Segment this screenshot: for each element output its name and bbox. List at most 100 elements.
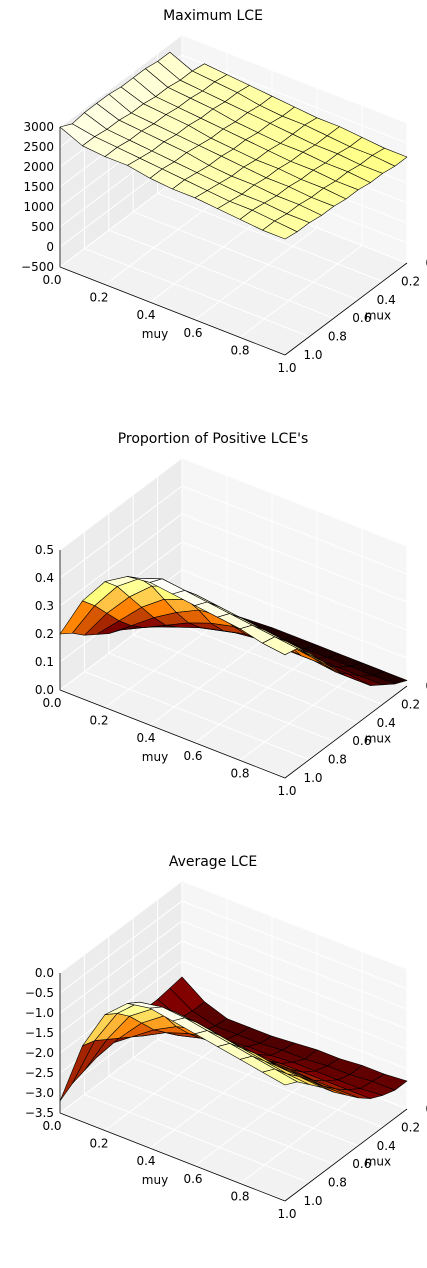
mux-tick-label: 1.0 [303,771,322,785]
grid-line [239,668,363,761]
grid-line [133,1057,359,1147]
mux-tick-label: 0.0 [425,679,427,693]
mux-tick-label: 0.2 [401,1120,420,1134]
tick-labels: 0.0 0.2 0.4 0.6 0.8 1.0 0.0 0.2 0.4 0.6 0.8 1.0 −3.5… [25,966,427,1221]
mux-tick-label: 0.2 [401,697,420,711]
grid-line [157,615,383,705]
mux-tick-label: 1.0 [303,348,322,362]
z-tick-label: 0.1 [35,655,54,669]
z-tick-label: 1500 [23,180,54,194]
muy-tick-label: 0.0 [42,273,61,287]
z-tick-label: 0.3 [35,599,54,613]
muy-tick-label: 1.0 [277,784,296,798]
muy-tick-label: 0.8 [230,343,249,357]
z-tick-label: −500 [21,260,54,274]
mux-tick-label: 0.4 [377,1139,396,1153]
grid-line [239,245,363,338]
proportion-positive-surface-plot: Proportion of Positive LCE's 0.0 0.2 0.4 0.6… [35,431,427,798]
z-tick-label: −1.5 [25,1026,54,1040]
mux-tick-label: 0.4 [377,293,396,307]
grid-line [84,1094,310,1184]
muy-tick-label: 0.2 [89,1137,108,1151]
z-tick-label: 500 [31,220,54,234]
z-tick-label: 0.5 [35,543,54,557]
muy-tick-label: 1.0 [277,361,296,375]
surface [59,976,408,1102]
mux-tick-label: 0.0 [425,256,427,270]
surface-patch [262,1068,298,1086]
grid-line [108,1075,334,1165]
mux-tick-label: 0.8 [328,330,347,344]
muy-axis-label: muy [142,327,168,341]
mux-tick-label: 0.6 [352,734,371,748]
mux-tick-label: 0.2 [401,274,420,288]
muy-tick-label: 0.4 [136,1154,155,1168]
z-tick-label: −0.5 [25,986,54,1000]
grid-line [59,900,408,994]
z-tick-label: −2.0 [25,1046,54,1060]
muy-tick-label: 0.6 [183,1172,202,1186]
grid-line [104,615,228,708]
muy-axis-label: muy [142,1173,168,1187]
z-tick-label: −1.0 [25,1006,54,1020]
grid-line [194,227,318,321]
mux-tick-label: 0.6 [352,311,371,325]
z-tick-label: 2000 [23,160,54,174]
axis-lines [59,550,408,779]
grid-line [59,920,408,1014]
muy-axis-line [59,1112,286,1202]
chart-title: Proportion of Positive LCE's [118,431,309,447]
muy-tick-label: 0.4 [136,731,155,745]
mux-tick-label: 0.0 [425,1102,427,1116]
grid-line [157,1038,383,1128]
muy-tick-label: 0.4 [136,308,155,322]
grid-line [194,650,318,744]
chart-panel-max-lce: Maximum LCE0.00.20.40.60.81.00.00.20.40.… [0,0,427,420]
mux-axis-label: mux [365,732,391,746]
surface [59,576,408,686]
mux-axis-label: mux [365,1155,391,1169]
mux-axis-line [284,262,408,356]
surface [59,51,408,240]
surface-patch [262,220,298,240]
mux-tick-label: 0.6 [352,1157,371,1171]
mux-tick-label: 0.8 [328,753,347,767]
muy-tick-label: 0.8 [230,766,249,780]
muy-tick-label: 0.6 [183,326,202,340]
chart-title: Average LCE [169,854,257,870]
muy-tick-label: 1.0 [277,1207,296,1221]
z-tick-label: 0.0 [35,683,54,697]
muy-axis-label: muy [142,750,168,764]
grid-line [104,1038,228,1131]
mux-tick-label: 0.8 [328,1176,347,1190]
grid-line [59,485,408,579]
chart-title: Maximum LCE [163,8,263,24]
tick-labels: 0.0 0.2 0.4 0.6 0.8 1.0 0.0 0.2 0.4 0.6 0.8 1.0 0.0 0… [35,543,427,798]
z-tick-label: 0.0 [35,966,54,980]
muy-tick-label: 0.8 [230,1189,249,1203]
grid-line [84,248,310,338]
tick-labels: 0.0 0.2 0.4 0.6 0.8 1.0 0.0 0.2 0.4 0.6 0.8 1.0 −500… [21,120,427,375]
grid-line [108,229,334,319]
muy-axis-line [59,689,286,779]
grid-line [104,192,228,285]
surface-patch [262,636,298,656]
grid-line [149,632,273,726]
grid-line [149,1055,273,1149]
grid-lines [59,880,408,1202]
mux-axis-label: mux [365,309,391,323]
grid-line [133,634,359,724]
z-tick-label: −3.5 [25,1106,54,1120]
grid-line [59,940,408,1034]
grid-line [239,1091,363,1184]
muy-tick-label: 0.0 [42,1119,61,1133]
mux-axis-line [284,685,408,779]
z-tick-label: 2500 [23,140,54,154]
mux-tick-label: 0.4 [377,716,396,730]
grid-line [149,209,273,303]
axis-lines [59,127,408,356]
grid-line [133,211,359,301]
z-tick-label: −2.5 [25,1066,54,1080]
grid-line [59,457,408,551]
grid-line [108,652,334,742]
